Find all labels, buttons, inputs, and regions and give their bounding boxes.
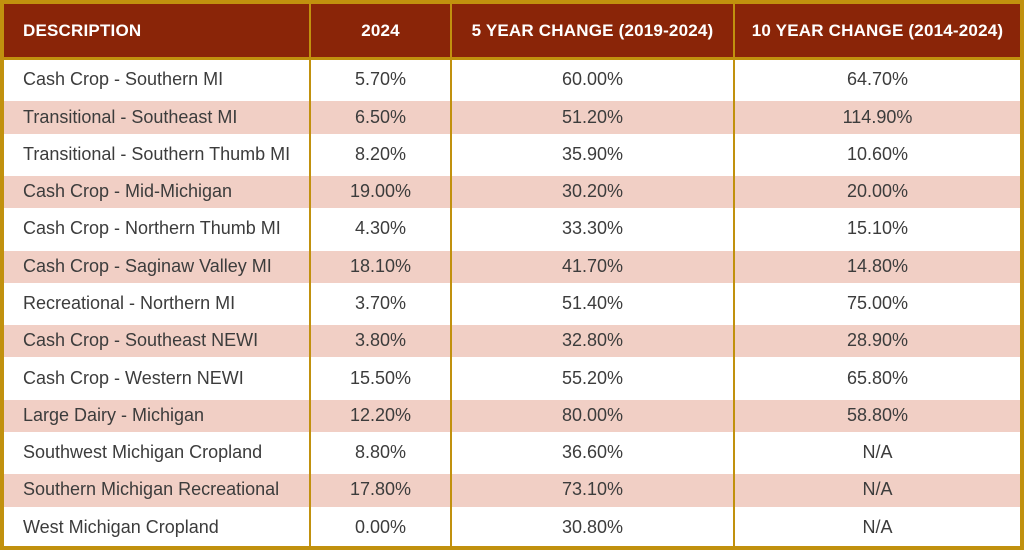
cell-change_10yr: 64.70% — [733, 58, 1020, 99]
column-header-5-year-change: 5 YEAR CHANGE (2019-2024) — [450, 4, 734, 60]
table-row: Cash Crop - Southern MI 5.70% 60.00% 64.70% — [4, 58, 1020, 99]
cell-change_5yr: 30.80% — [450, 508, 734, 546]
cell-description: Cash Crop - Saginaw Valley MI — [4, 247, 310, 285]
cell-change_10yr: 58.80% — [733, 396, 1020, 434]
cell-change_10yr: 28.90% — [733, 322, 1020, 360]
cell-y2024: 18.10% — [309, 247, 451, 285]
table-row: Cash Crop - Mid-Michigan 19.00% 30.20% 20.0… — [4, 173, 1020, 211]
cell-change_5yr: 60.00% — [450, 58, 734, 99]
header-row: DESCRIPTION 2024 5 YEAR CHANGE (2019-202… — [4, 4, 1020, 60]
cell-y2024: 8.20% — [309, 135, 451, 174]
cell-change_10yr: 15.10% — [733, 210, 1020, 248]
cell-description: Southern Michigan Recreational — [4, 471, 310, 509]
table-row: Transitional - Southern Thumb MI 8.20% 35.… — [4, 135, 1020, 174]
table-row: Transitional - Southeast MI 6.50% 51.20% 11… — [4, 98, 1020, 136]
table-row: Cash Crop - Western NEWI 15.50% 55.20% 65.8… — [4, 359, 1020, 397]
cell-change_5yr: 33.30% — [450, 210, 734, 248]
cell-change_5yr: 30.20% — [450, 173, 734, 211]
cell-change_5yr: 41.70% — [450, 247, 734, 285]
cell-description: Cash Crop - Western NEWI — [4, 359, 310, 397]
cell-y2024: 0.00% — [309, 508, 451, 546]
table-header: DESCRIPTION 2024 5 YEAR CHANGE (2019-202… — [4, 4, 1020, 60]
cell-y2024: 12.20% — [309, 396, 451, 434]
cell-change_10yr: 65.80% — [733, 359, 1020, 397]
cell-change_10yr: 75.00% — [733, 284, 1020, 323]
column-header-2024: 2024 — [309, 4, 451, 60]
cell-y2024: 17.80% — [309, 471, 451, 509]
cell-y2024: 5.70% — [309, 58, 451, 99]
table-row: Southwest Michigan Cropland 8.80% 36.60% N/… — [4, 433, 1020, 472]
cell-change_5yr: 36.60% — [450, 433, 734, 472]
cell-description: Cash Crop - Southeast NEWI — [4, 322, 310, 360]
cell-description: Transitional - Southeast MI — [4, 98, 310, 136]
cell-change_10yr: N/A — [733, 508, 1020, 546]
cell-change_10yr: N/A — [733, 433, 1020, 472]
cell-description: West Michigan Cropland — [4, 508, 310, 546]
cell-change_5yr: 51.40% — [450, 284, 734, 323]
column-header-description: DESCRIPTION — [4, 4, 310, 60]
cell-y2024: 3.70% — [309, 284, 451, 323]
cell-change_10yr: 114.90% — [733, 98, 1020, 136]
cell-change_10yr: 10.60% — [733, 135, 1020, 174]
cell-description: Cash Crop - Northern Thumb MI — [4, 210, 310, 248]
cell-change_10yr: 14.80% — [733, 247, 1020, 285]
cell-y2024: 3.80% — [309, 322, 451, 360]
table-row: Recreational - Northern MI 3.70% 51.40% 75.… — [4, 284, 1020, 323]
data-table: DESCRIPTION 2024 5 YEAR CHANGE (2019-202… — [4, 4, 1020, 546]
cell-y2024: 8.80% — [309, 433, 451, 472]
cell-change_10yr: N/A — [733, 471, 1020, 509]
table-row: Southern Michigan Recreational 17.80% 73.1… — [4, 471, 1020, 509]
cell-change_10yr: 20.00% — [733, 173, 1020, 211]
table-row: Large Dairy - Michigan 12.20% 80.00% 58.80% — [4, 396, 1020, 434]
cell-change_5yr: 51.20% — [450, 98, 734, 136]
cell-y2024: 4.30% — [309, 210, 451, 248]
cell-y2024: 6.50% — [309, 98, 451, 136]
cell-y2024: 15.50% — [309, 359, 451, 397]
cell-description: Transitional - Southern Thumb MI — [4, 135, 310, 174]
cell-description: Large Dairy - Michigan — [4, 396, 310, 434]
cell-description: Recreational - Northern MI — [4, 284, 310, 323]
cell-change_5yr: 55.20% — [450, 359, 734, 397]
cell-description: Cash Crop - Mid-Michigan — [4, 173, 310, 211]
cell-change_5yr: 80.00% — [450, 396, 734, 434]
cell-description: Cash Crop - Southern MI — [4, 58, 310, 99]
cell-y2024: 19.00% — [309, 173, 451, 211]
cell-change_5yr: 32.80% — [450, 322, 734, 360]
table-body: Cash Crop - Southern MI 5.70% 60.00% 64.70%… — [4, 58, 1020, 546]
cell-description: Southwest Michigan Cropland — [4, 433, 310, 472]
table-row: Cash Crop - Saginaw Valley MI 18.10% 41.70… — [4, 247, 1020, 285]
cell-change_5yr: 35.90% — [450, 135, 734, 174]
table-row: Cash Crop - Northern Thumb MI 4.30% 33.30%… — [4, 210, 1020, 248]
table-row: West Michigan Cropland 0.00% 30.80% N/A — [4, 508, 1020, 546]
cell-change_5yr: 73.10% — [450, 471, 734, 509]
table-row: Cash Crop - Southeast NEWI 3.80% 32.80% 28.… — [4, 322, 1020, 360]
column-header-10-year-change: 10 YEAR CHANGE (2014-2024) — [733, 4, 1020, 60]
